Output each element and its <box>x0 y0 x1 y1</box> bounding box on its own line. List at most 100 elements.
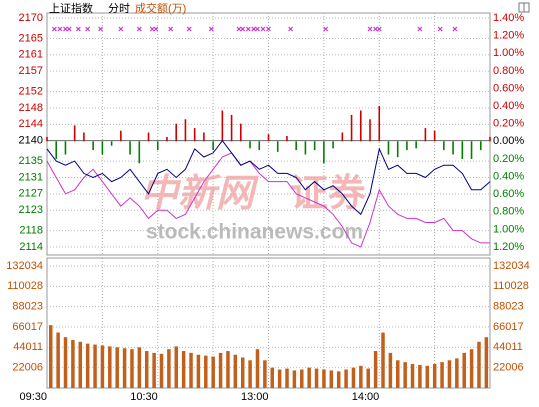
vol-tick-label-right: 22006 <box>493 362 524 374</box>
vol-tick-label: 44011 <box>13 341 43 353</box>
volume-bar <box>218 352 223 388</box>
indicator-bar <box>46 136 48 142</box>
volume-bar <box>71 339 75 388</box>
watermark-section: 证券 <box>290 173 367 215</box>
signal-marker <box>376 26 382 32</box>
volume-bar <box>322 369 326 388</box>
indicator-bar <box>55 141 58 159</box>
indicator-bar <box>424 128 427 142</box>
indicator-bar <box>212 141 214 151</box>
y-tick-label: 2144 <box>19 118 43 130</box>
volume-bar <box>277 369 282 388</box>
signal-marker <box>149 26 155 32</box>
volume-bar <box>233 354 238 388</box>
indicator-bar <box>378 106 381 142</box>
indicator-bar <box>193 128 196 142</box>
volume-bar <box>462 352 466 388</box>
signal-marker <box>208 26 214 32</box>
vol-tick-label-right: 44011 <box>493 341 523 353</box>
volume-bar <box>56 332 60 388</box>
volume-bar <box>410 363 415 388</box>
volume-bar <box>344 369 348 388</box>
indicator-bar <box>276 141 279 152</box>
indicator-bar <box>350 114 353 142</box>
signal-marker <box>255 26 260 32</box>
signal-marker <box>236 26 242 32</box>
signal-marker <box>168 26 174 32</box>
volume-bar <box>115 347 119 388</box>
y2-tick-label: 0.60% <box>493 82 524 94</box>
y2-tick-label: 1.00% <box>493 223 524 235</box>
indicator-bar <box>138 141 141 164</box>
y2-tick-label: 1.20% <box>493 30 524 42</box>
volume-bar <box>285 368 289 388</box>
indicator-bar <box>249 141 251 149</box>
indicator-bar <box>359 110 362 142</box>
indicator-bar <box>184 119 187 142</box>
volume-bar <box>469 349 474 388</box>
volume-bar <box>307 367 311 388</box>
period-label: 分时 <box>108 2 130 15</box>
y2-tick-label: 1.00% <box>493 47 524 59</box>
y2-tick-label: 0.80% <box>493 65 524 77</box>
volume-bar <box>314 368 319 388</box>
volume-bar <box>196 354 201 388</box>
volume-bar <box>396 360 400 388</box>
indicator-bar <box>387 141 390 155</box>
volume-bar <box>292 370 297 388</box>
volume-bar <box>226 351 230 388</box>
y2-tick-label: 0.20% <box>493 153 524 165</box>
signal-marker <box>367 26 373 32</box>
volume-bar <box>174 346 179 388</box>
indicator-bar <box>267 134 270 142</box>
indicator-bar <box>73 125 76 142</box>
y-tick-label: 2114 <box>19 241 43 253</box>
volume-bar <box>351 367 356 388</box>
volume-bar <box>240 357 245 388</box>
indicator-bar <box>240 123 242 142</box>
signal-marker <box>240 26 246 32</box>
indicator-bar <box>443 141 445 151</box>
signal-marker <box>63 26 68 32</box>
volume-bar <box>425 365 430 388</box>
vol-tick-label-right: 110028 <box>493 280 529 292</box>
indicator-bar <box>92 141 94 151</box>
y2-tick-label: 1.40% <box>493 12 524 24</box>
indicator-bar <box>156 141 159 151</box>
volume-bar <box>373 351 378 388</box>
signal-marker <box>417 26 423 32</box>
y-tick-label: 2140 <box>19 135 43 147</box>
vol-tick-label: 66017 <box>12 321 43 333</box>
vol-tick-label-right: 132034 <box>493 260 530 272</box>
indicator-bar <box>313 141 316 151</box>
volume-bar <box>181 351 186 388</box>
volume-bar <box>108 346 112 388</box>
y-tick-label: 2135 <box>19 155 43 167</box>
indicator-bar <box>64 141 67 155</box>
index-title: 上证指数 <box>49 1 93 15</box>
signal-marker <box>57 26 63 32</box>
indicator-bar <box>304 141 307 155</box>
indicator-bar <box>110 141 113 146</box>
y2-tick-label: 0.80% <box>493 206 524 218</box>
price-line <box>46 152 490 248</box>
signal-marker <box>153 26 159 32</box>
vol-tick-label: 22006 <box>12 362 43 374</box>
y-tick-label: 2123 <box>19 204 43 216</box>
indicator-bar <box>489 136 491 142</box>
indicator-bar <box>415 141 417 149</box>
x-tick-label: 14:00 <box>352 391 380 403</box>
x-tick-label: 10:30 <box>130 391 158 403</box>
indicator-bar <box>461 141 464 159</box>
indicator-bar <box>221 110 224 142</box>
y-tick-label: 2127 <box>19 188 43 200</box>
indicator-bar <box>286 136 288 142</box>
volume-bar <box>122 348 127 388</box>
y-tick-label: 2170 <box>19 12 43 24</box>
indicator-bar <box>203 132 205 142</box>
volume-bar <box>189 352 193 388</box>
signal-marker <box>266 26 271 32</box>
vol-tick-label: 88023 <box>12 301 43 313</box>
